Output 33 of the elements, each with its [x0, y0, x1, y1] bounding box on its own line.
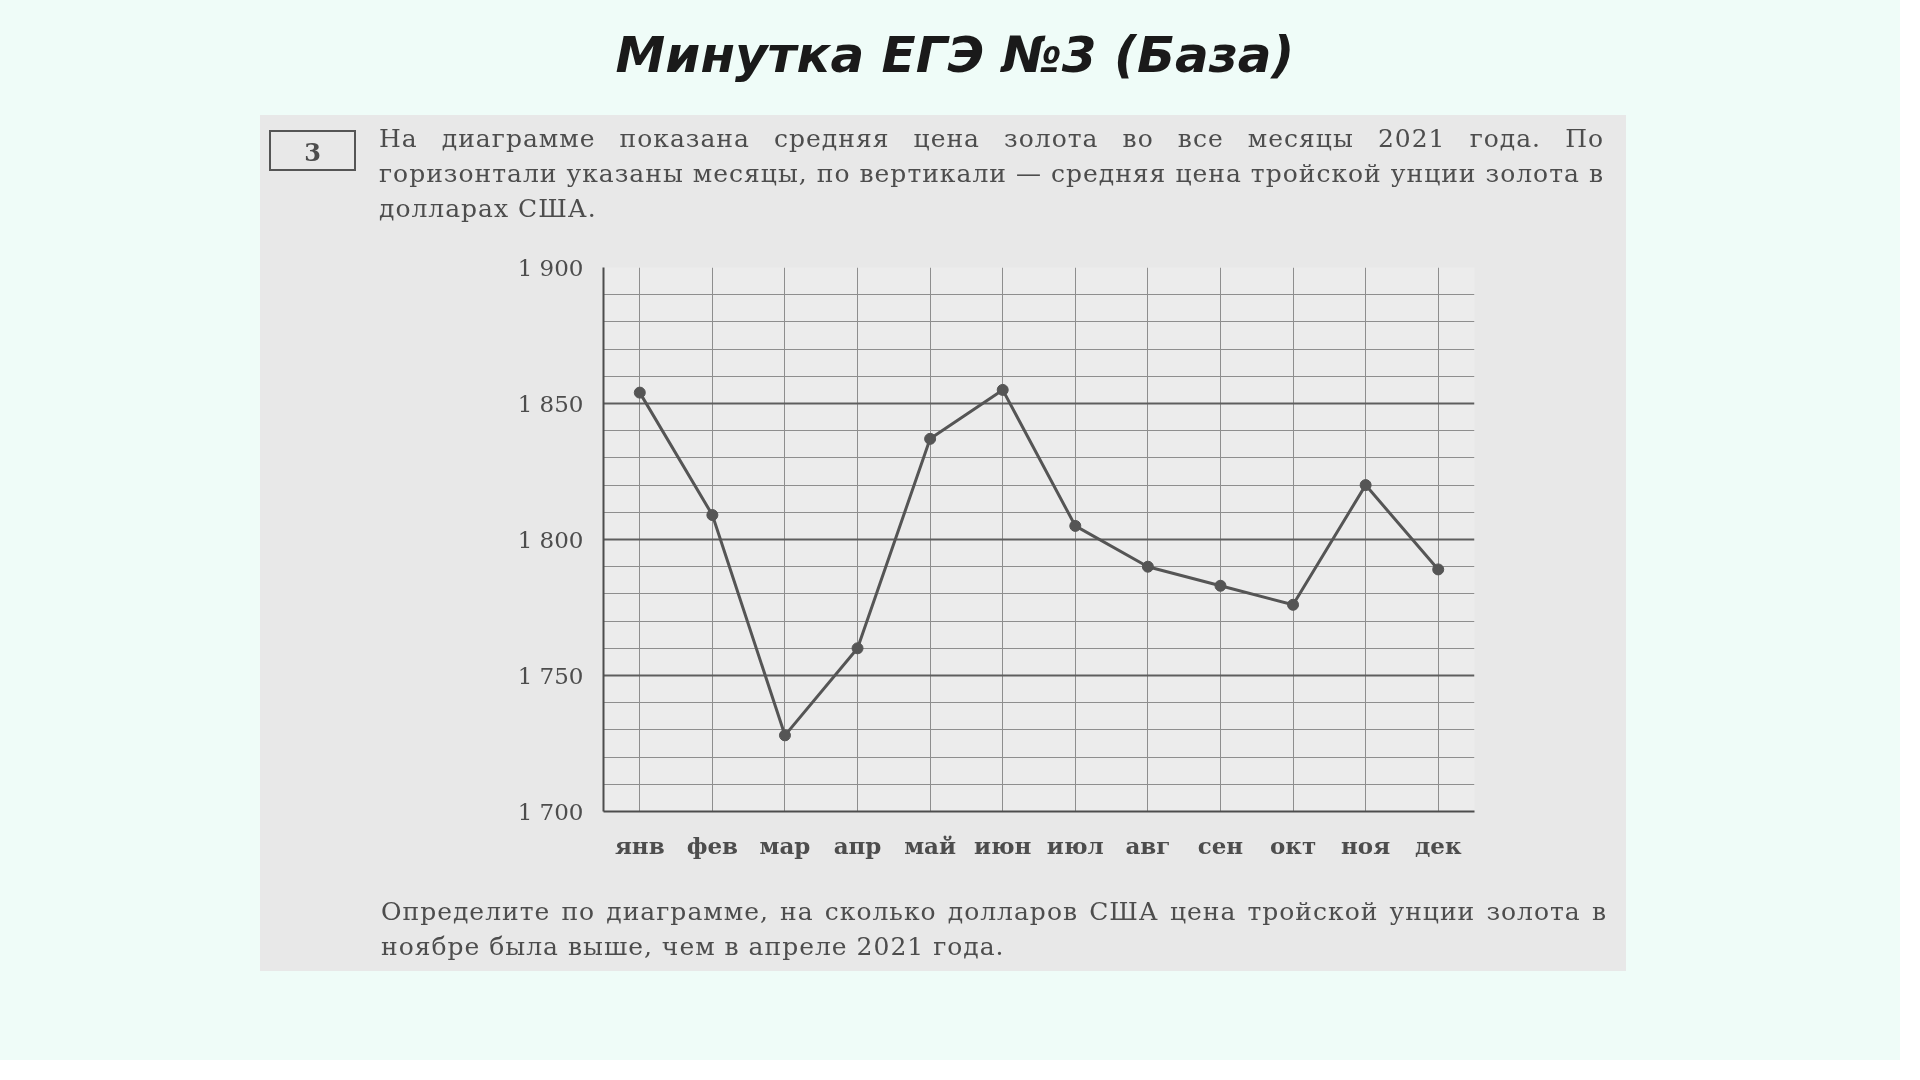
x-tick-label: апр: [833, 831, 882, 859]
point: [1214, 579, 1227, 592]
point: [706, 509, 719, 522]
point: [996, 383, 1009, 396]
x-tick-label: июл: [1046, 831, 1104, 859]
point: [778, 729, 791, 742]
x-tick-label: окт: [1269, 831, 1317, 859]
point: [851, 642, 864, 655]
y-tick-label: 1 750: [517, 662, 584, 689]
point: [1359, 479, 1372, 492]
x-tick-label: май: [904, 831, 957, 859]
x-tick-label: мар: [759, 831, 811, 859]
text: 3: [304, 137, 321, 169]
y-tick-label: 1 900: [517, 254, 584, 281]
point: [1069, 519, 1082, 532]
x-tick-label: июн: [973, 831, 1032, 859]
x-tick-label: авг: [1125, 831, 1171, 859]
text: Определите по диаграмме, на сколько долларов США цена тройской унции золота в ноябре была выше, чем в апреле 2021 года.: [381, 896, 1607, 963]
x-tick-label: сен: [1197, 831, 1244, 859]
x-tick-label: дек: [1414, 831, 1462, 859]
point: [924, 432, 937, 445]
y-tick-label: 1 700: [517, 798, 584, 825]
x-tick-label: янв: [614, 831, 665, 859]
y-tick-label: 1 800: [517, 526, 584, 553]
point: [633, 386, 646, 399]
point: [1432, 563, 1445, 576]
point: [1287, 598, 1300, 611]
x-tick-label: ноя: [1341, 831, 1391, 859]
y-tick-label: 1 850: [517, 390, 584, 417]
chart-title: Минутка ЕГЭ №3 (База): [615, 25, 1295, 86]
point: [1141, 560, 1154, 573]
chart-subtitle: На диаграмме показана средняя цена золота во все месяцы 2021 года. По горизонтали указаны месяцы, по вертикали — средняя цена тройской унции золота в долларах США.: [379, 123, 1604, 225]
x-tick-label: фев: [686, 831, 739, 859]
